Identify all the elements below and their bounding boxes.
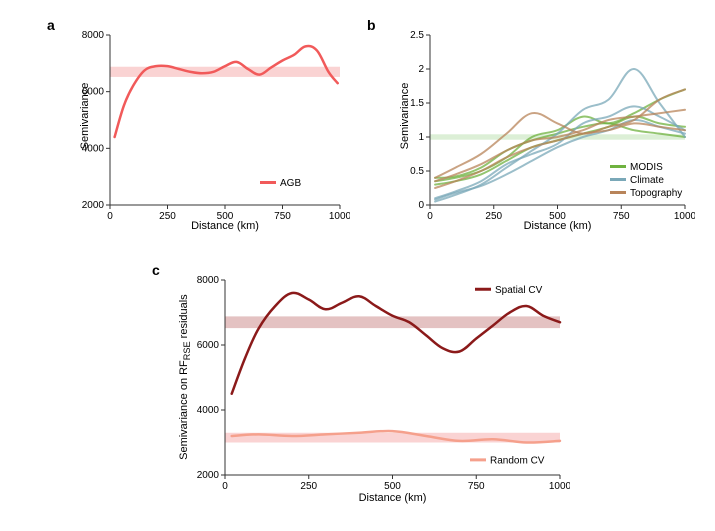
- figure: a 0 250 500 750 1000 2000 4000 6000 8000 AGB Semi…: [10, 10, 705, 521]
- panel-c-label: c: [152, 262, 160, 278]
- svg-text:8000: 8000: [197, 275, 220, 286]
- svg-text:0: 0: [418, 200, 424, 211]
- panel-c: c 025050075010002000400060008000Spatial …: [170, 270, 570, 510]
- panel-b: b 0250500750100000.511.522.5MODISClimate…: [385, 25, 695, 235]
- panel-b-ylabel: Semivariance: [399, 66, 411, 166]
- panel-b-label: b: [367, 17, 376, 33]
- svg-text:500: 500: [384, 481, 401, 492]
- svg-text:1: 1: [418, 132, 424, 143]
- panel-c-xlabel: Distance (km): [225, 492, 560, 504]
- svg-text:Spatial CV: Spatial CV: [495, 285, 543, 296]
- panel-a: a 025050075010002000400060008000AGB Semi…: [65, 25, 350, 235]
- svg-text:0: 0: [222, 481, 228, 492]
- panel-c-ylabel-sub: RSE: [182, 341, 192, 360]
- svg-text:Climate: Climate: [630, 175, 664, 186]
- svg-text:AGB: AGB: [280, 178, 301, 189]
- svg-text:Topography: Topography: [630, 188, 682, 199]
- panel-a-xlabel: Distance (km): [110, 220, 340, 232]
- svg-text:1000: 1000: [549, 481, 570, 492]
- svg-text:Random CV: Random CV: [490, 455, 545, 466]
- panel-a-label: a: [47, 17, 55, 33]
- svg-text:0.5: 0.5: [410, 166, 424, 177]
- panel-a-ylabel: Semivariance: [79, 66, 91, 166]
- svg-text:MODIS: MODIS: [630, 162, 663, 173]
- svg-text:6000: 6000: [197, 340, 220, 351]
- svg-text:1.5: 1.5: [410, 98, 424, 109]
- panel-b-xlabel: Distance (km): [430, 220, 685, 232]
- svg-text:250: 250: [300, 481, 317, 492]
- panel-c-ylabel: Semivariance on RFRSE residuals: [178, 287, 192, 467]
- svg-text:4000: 4000: [197, 405, 220, 416]
- svg-text:2: 2: [418, 64, 424, 75]
- svg-text:2.5: 2.5: [410, 30, 424, 41]
- panel-c-plot: 0 250 500 750 1000 2000 4000 6000 8000 Spatial CV…: [170, 270, 570, 510]
- panel-b-plot: 0250500750100000.511.522.5MODISClimateTo…: [385, 25, 695, 235]
- panel-c-ylabel-text: Semivariance on RF: [178, 360, 190, 460]
- panel-a-plot: 025050075010002000400060008000AGB: [65, 25, 350, 235]
- svg-text:2000: 2000: [82, 200, 105, 211]
- svg-text:2000: 2000: [197, 470, 220, 481]
- svg-text:8000: 8000: [82, 30, 105, 41]
- svg-text:750: 750: [468, 481, 485, 492]
